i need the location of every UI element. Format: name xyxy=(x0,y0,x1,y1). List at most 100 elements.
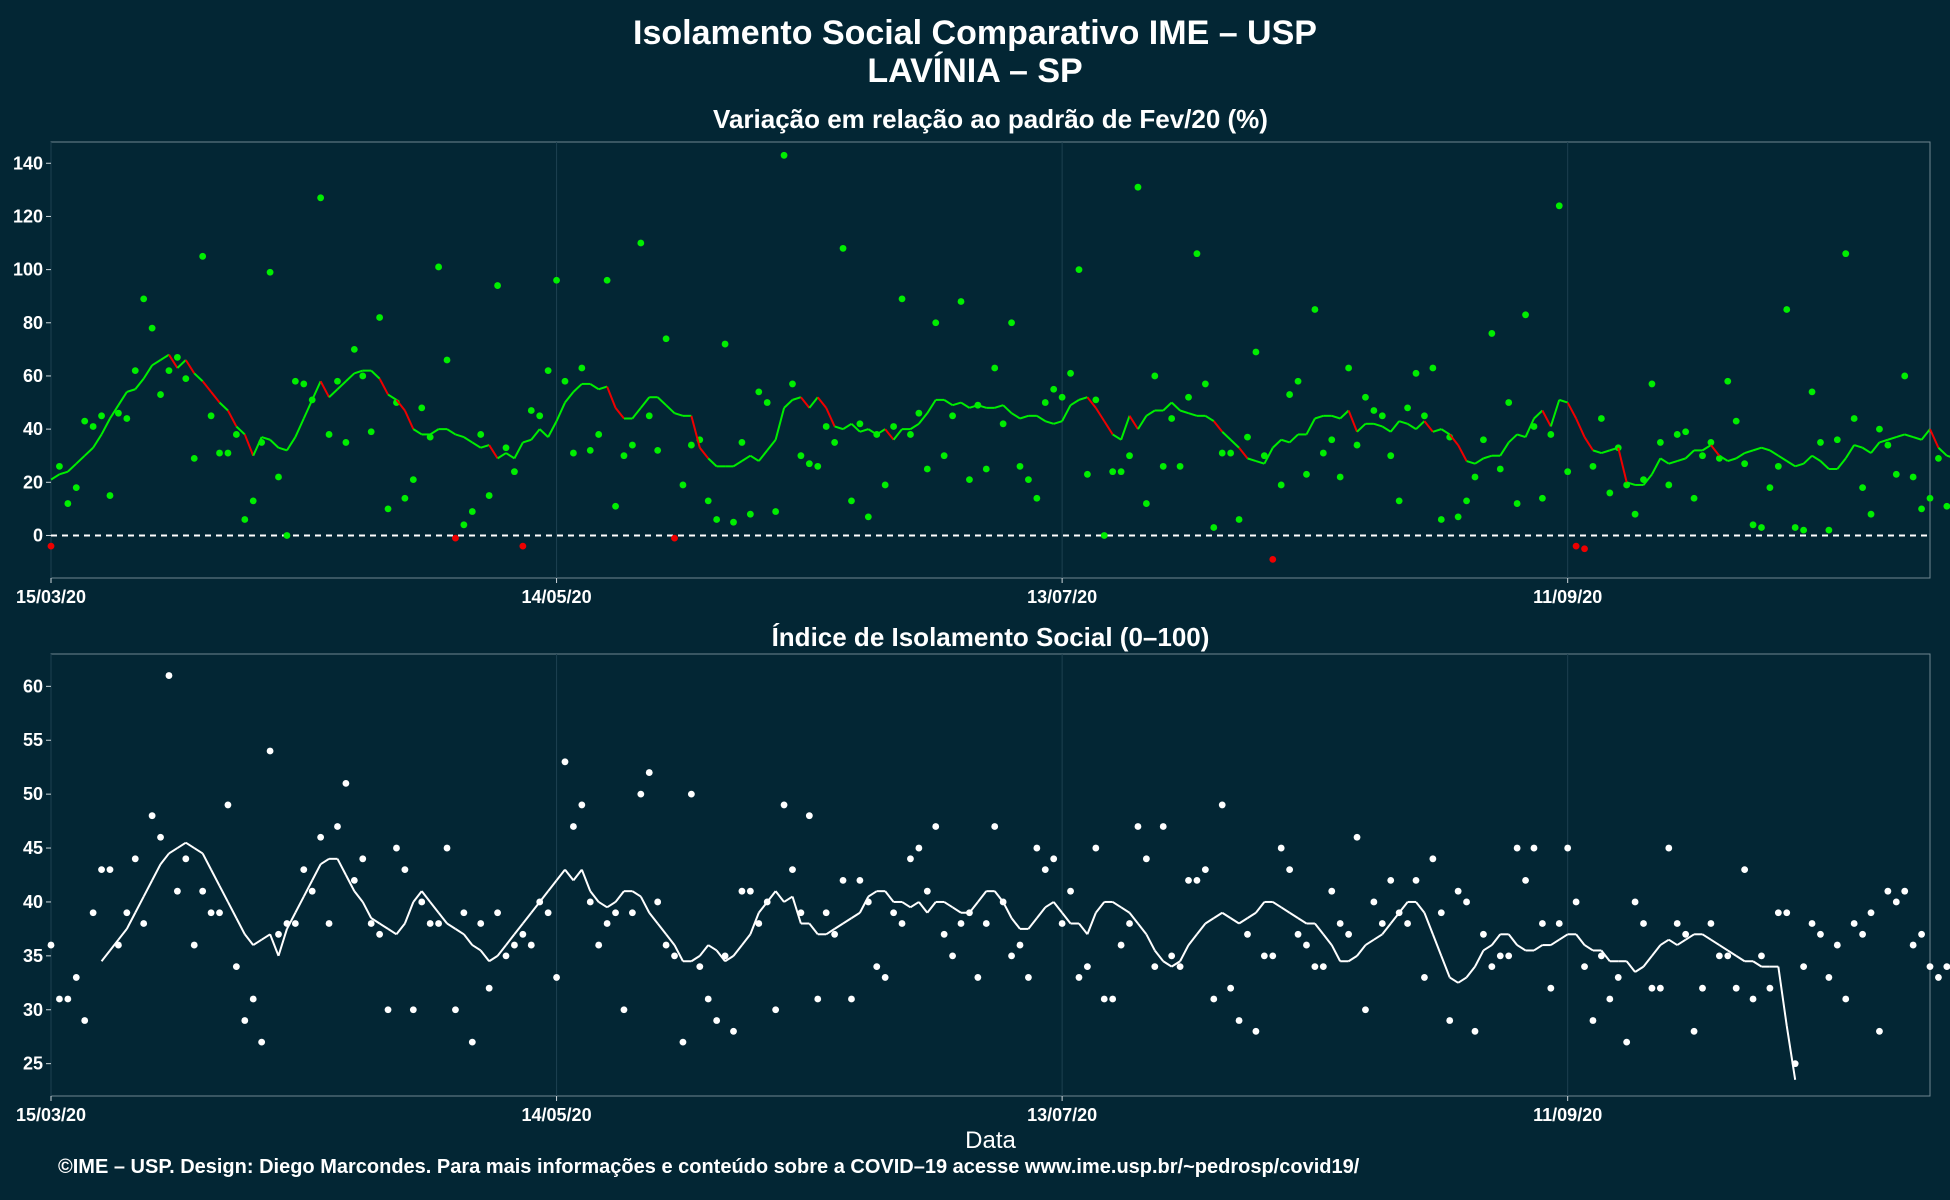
moving-average-segment xyxy=(1448,433,1459,446)
data-point xyxy=(1336,920,1344,927)
data-point xyxy=(1656,984,1664,992)
data-point xyxy=(1303,470,1310,478)
moving-average-segment xyxy=(1128,912,1139,925)
moving-average-segment xyxy=(176,841,187,849)
data-point xyxy=(56,995,63,1003)
data-point xyxy=(1016,462,1024,470)
data-point xyxy=(932,823,940,830)
data-point xyxy=(216,449,223,457)
moving-average-segment xyxy=(151,863,162,881)
data-point xyxy=(1758,524,1765,531)
data-point xyxy=(81,1017,89,1024)
data-point xyxy=(1404,404,1411,412)
data-point xyxy=(1766,984,1774,992)
data-point xyxy=(940,930,948,938)
moving-average-segment xyxy=(606,901,617,909)
data-point xyxy=(780,151,788,159)
moving-average-segment xyxy=(1289,911,1299,919)
data-point xyxy=(1783,306,1791,313)
moving-average-segment xyxy=(1785,1025,1797,1080)
data-point xyxy=(376,314,384,321)
moving-average-segment xyxy=(193,847,204,855)
moving-average-segment xyxy=(1112,433,1122,441)
data-point xyxy=(1168,415,1176,422)
moving-average-segment xyxy=(614,890,625,903)
moving-average-segment xyxy=(142,879,153,898)
moving-average-segment xyxy=(555,868,566,882)
data-point xyxy=(595,941,603,949)
data-point xyxy=(1817,930,1824,938)
moving-average-segment xyxy=(159,852,170,865)
data-point xyxy=(131,855,139,863)
moving-average-segment xyxy=(1280,438,1290,444)
moving-average-segment xyxy=(1423,420,1434,433)
data-point xyxy=(443,356,451,364)
y-tick-label: 40 xyxy=(23,892,43,912)
x-tick-label: 14/05/20 xyxy=(522,1105,592,1125)
data-point xyxy=(1193,250,1201,258)
moving-average-segment xyxy=(968,901,979,914)
data-point xyxy=(544,909,552,917)
data-point xyxy=(1041,866,1049,874)
moving-average-segment xyxy=(816,396,827,409)
moving-average-segment xyxy=(1179,944,1190,962)
data-point xyxy=(485,984,493,992)
moving-average-segment xyxy=(1128,415,1139,430)
moving-average-segment xyxy=(387,393,398,401)
moving-average-segment xyxy=(134,896,145,914)
data-point xyxy=(1328,436,1336,444)
moving-average-segment xyxy=(117,391,128,406)
moving-average-segment xyxy=(1196,922,1207,935)
moving-average-segment xyxy=(656,396,667,406)
moving-average-segment xyxy=(1103,420,1114,435)
moving-average-segment xyxy=(842,917,853,925)
x-tick-label: 14/05/20 xyxy=(522,587,592,607)
data-point xyxy=(1362,393,1369,401)
moving-average-segment xyxy=(547,879,558,892)
data-point xyxy=(1808,388,1816,396)
moving-average-segment xyxy=(488,444,499,459)
moving-average-segment xyxy=(1701,933,1712,941)
data-point xyxy=(1446,1017,1454,1024)
moving-average-segment xyxy=(1095,901,1106,914)
data-point xyxy=(435,263,442,271)
moving-average-segment xyxy=(361,901,373,919)
data-point xyxy=(856,420,864,428)
data-point xyxy=(1210,995,1218,1003)
moving-average-segment xyxy=(1533,409,1544,420)
data-point xyxy=(1589,1017,1597,1024)
moving-average-segment xyxy=(168,847,178,855)
y-tick-label: 60 xyxy=(23,366,43,386)
data-point xyxy=(1008,319,1015,327)
plot-area xyxy=(50,141,1931,579)
moving-average-segment xyxy=(109,404,120,420)
moving-average-segment xyxy=(867,428,878,436)
moving-average-segment xyxy=(1221,431,1232,441)
data-point xyxy=(1707,439,1715,446)
moving-average-segment xyxy=(1297,917,1308,925)
data-point xyxy=(157,833,164,841)
data-point xyxy=(578,801,586,809)
data-point xyxy=(47,542,55,550)
data-point xyxy=(275,930,282,938)
moving-average-segment xyxy=(1634,965,1645,973)
data-point xyxy=(586,446,594,454)
moving-average-segment xyxy=(1457,976,1468,984)
data-point xyxy=(1319,449,1327,457)
data-point xyxy=(1463,898,1470,906)
data-point xyxy=(805,460,813,468)
moving-average-segment xyxy=(825,407,836,427)
moving-average-segment xyxy=(1642,473,1653,486)
data-point xyxy=(1825,974,1833,981)
data-point xyxy=(881,974,889,981)
moving-average-segment xyxy=(834,425,844,431)
data-point xyxy=(1547,984,1555,992)
data-point xyxy=(755,920,763,927)
data-point xyxy=(1345,930,1353,938)
moving-average-segment xyxy=(1120,906,1131,914)
data-point xyxy=(502,952,510,960)
moving-average-segment xyxy=(505,933,516,946)
moving-average-segment xyxy=(1550,938,1560,946)
x-axis-label: Data xyxy=(965,1127,1016,1154)
